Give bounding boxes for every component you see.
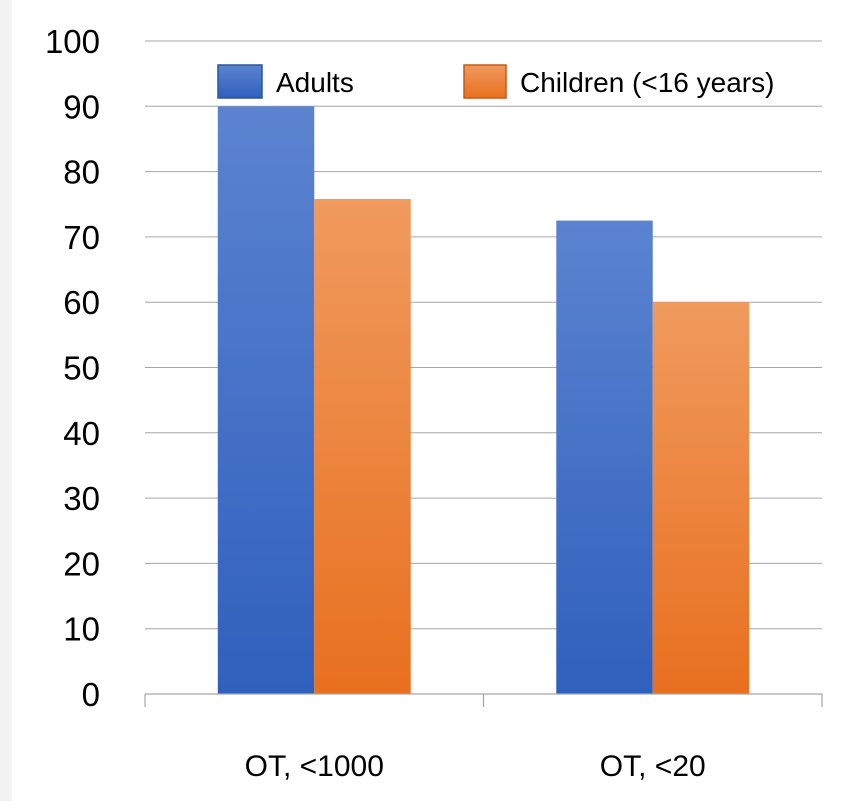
y-tick-label: 70: [63, 219, 100, 256]
axes: 0 10 20 30 40 50 60 70 80 90 100 OT, <1000 OT, <20: [45, 23, 823, 783]
y-tick-label: 0: [82, 676, 100, 713]
legend-swatch-adults: [217, 64, 263, 99]
left-margin-strip: [0, 0, 12, 801]
y-tick-label: 50: [63, 350, 100, 387]
x-category-label: OT, <1000: [245, 750, 384, 783]
bar-children-1: [652, 302, 750, 694]
bar-adults-0: [217, 106, 315, 695]
legend-label-adults: Adults: [276, 67, 354, 98]
y-tick-label: 80: [63, 154, 100, 191]
bar-adults-1: [556, 220, 653, 694]
y-tick-label: 30: [63, 480, 100, 517]
y-tick-label: 40: [63, 415, 100, 452]
legend-label-children: Children (<16 years): [520, 67, 774, 98]
bars: [217, 106, 750, 695]
legend: Adults Children (<16 years): [217, 64, 774, 99]
x-category-label: OT, <20: [600, 750, 706, 783]
y-tick-label: 60: [63, 284, 100, 321]
y-tick-label: 10: [63, 611, 100, 648]
legend-swatch-children: [463, 64, 507, 99]
y-tick-label: 20: [63, 545, 100, 582]
y-tick-label: 100: [45, 23, 100, 60]
bar-children-0: [314, 199, 411, 694]
y-tick-label: 90: [63, 88, 100, 125]
